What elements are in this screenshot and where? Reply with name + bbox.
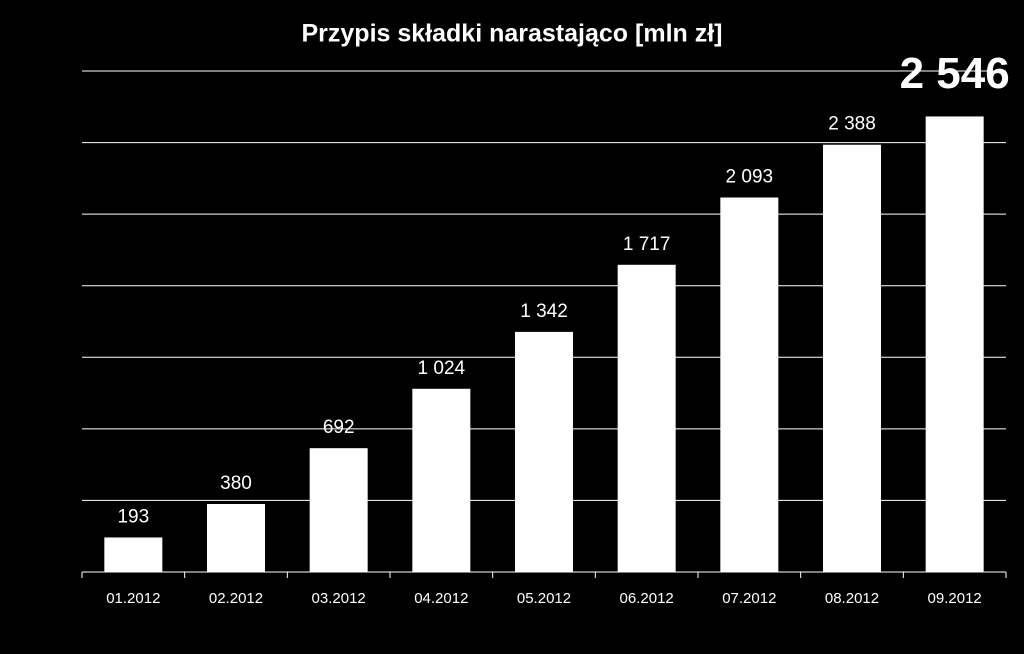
value-label: 2 546 [900,49,1010,98]
value-label: 2 093 [726,167,774,188]
value-label: 1 024 [418,358,466,379]
x-tick-label: 02.2012 [209,590,263,607]
value-label: 692 [323,417,355,438]
bar [515,331,573,572]
value-label: 380 [220,473,252,494]
bar [617,264,676,572]
chart-title: Przypis składki narastająco [mln zł] [302,20,723,48]
x-tick-label: 07.2012 [722,590,776,607]
x-tick-label: 01.2012 [106,590,160,607]
value-label: 1 717 [623,234,671,255]
value-label: 2 388 [828,114,876,135]
x-tick-label: 03.2012 [312,590,366,607]
value-label: 1 342 [520,301,568,322]
bar [412,388,471,572]
x-tick-label: 08.2012 [825,590,879,607]
bar [720,197,779,572]
x-tick-label: 06.2012 [620,590,674,607]
bar [823,144,881,572]
x-tick-label: 09.2012 [928,590,982,607]
x-tick-label: 04.2012 [414,590,468,607]
x-tick-label: 05.2012 [517,590,571,607]
value-label: 193 [117,506,149,527]
bar [207,504,265,572]
bar [925,116,984,572]
bar [309,448,368,572]
bar [104,537,163,572]
